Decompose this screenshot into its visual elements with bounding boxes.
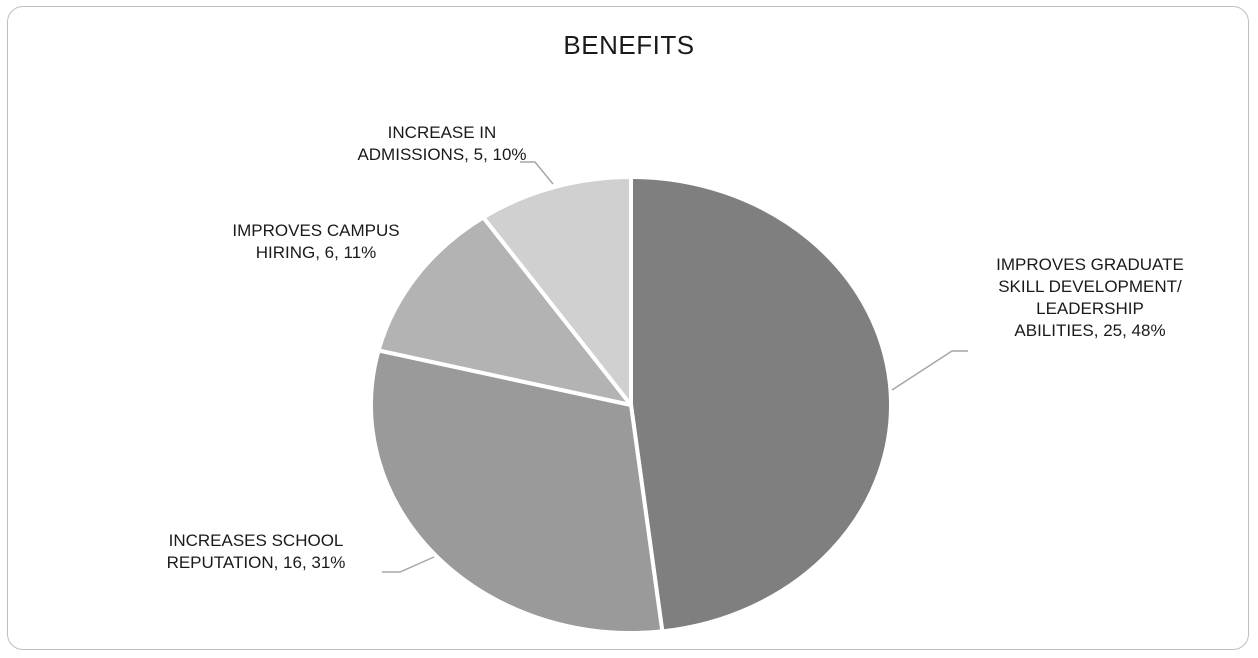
- slice-label-campus-hiring: IMPROVES CAMPUS HIRING, 6, 11%: [232, 221, 400, 262]
- chart-title: BENEFITS: [563, 30, 695, 60]
- slice-label-admissions: INCREASE IN ADMISSIONS, 5, 10%: [357, 123, 527, 164]
- pie-slice-skill-development: [629, 175, 893, 634]
- pie-slice-campus-hiring: [376, 215, 633, 407]
- leader-line-admissions: [520, 161, 554, 185]
- slice-label-school-reputation: INCREASES SCHOOL REPUTATION, 16, 31%: [166, 531, 346, 572]
- leader-line-school-reputation: [382, 556, 435, 573]
- leader-line-skill-development: [891, 350, 968, 391]
- pie-slice-school-reputation: [369, 348, 665, 635]
- pie-slice-admissions: [481, 175, 633, 407]
- slice-label-skill-development: IMPROVES GRADUATE SKILL DEVELOPMENT/ LEA…: [996, 255, 1184, 340]
